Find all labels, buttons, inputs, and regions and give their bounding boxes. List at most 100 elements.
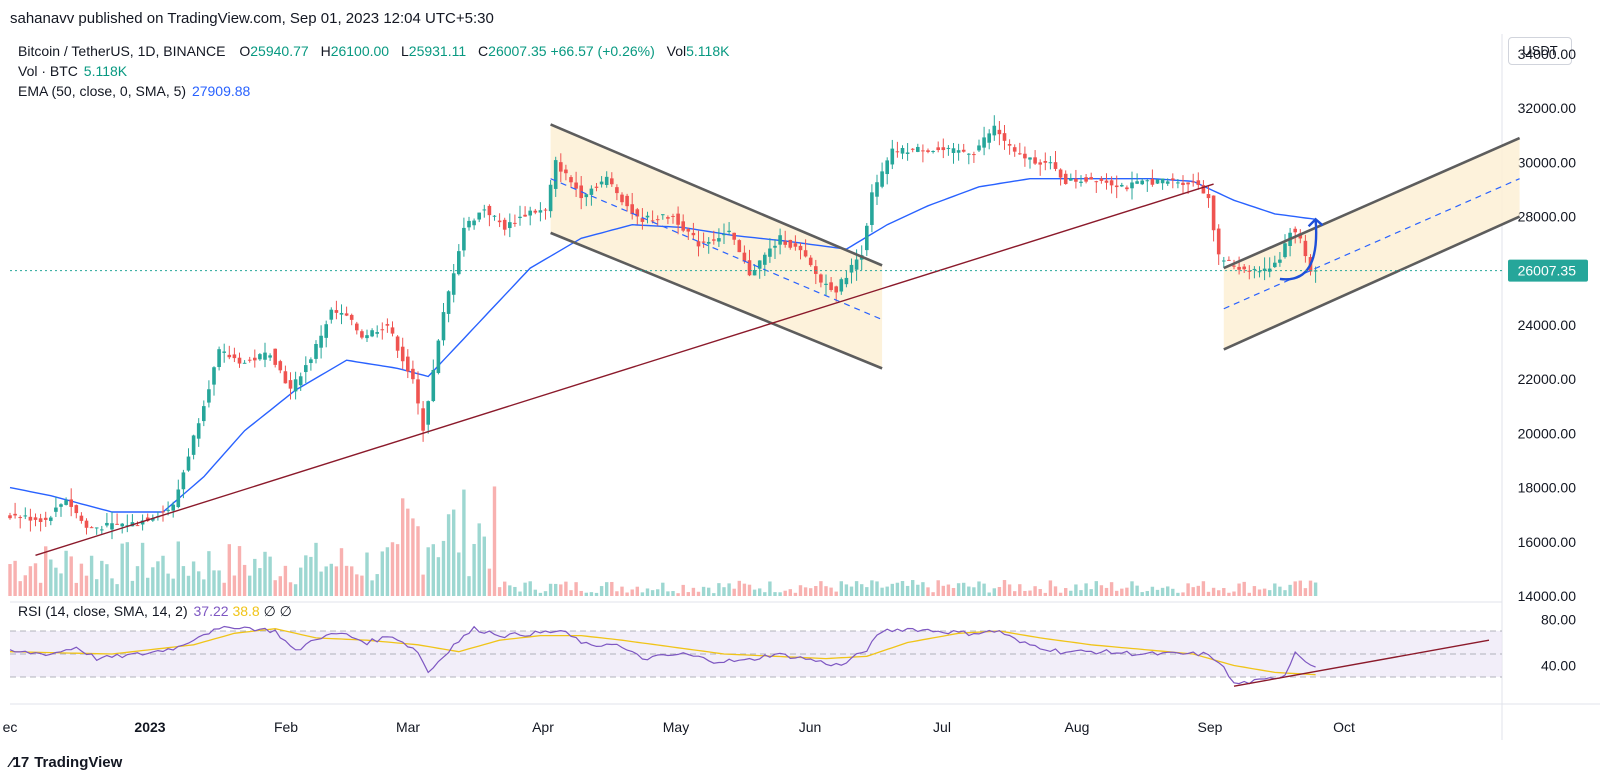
candle-body — [426, 401, 430, 425]
candle-body — [916, 146, 920, 152]
volume-bar — [997, 586, 1002, 596]
volume-bar — [712, 593, 716, 596]
candle-body — [487, 205, 492, 216]
volume-bar — [798, 585, 803, 596]
candle-body — [135, 525, 140, 527]
symbol-name[interactable]: Bitcoin / TetherUS, 1D, BINANCE — [18, 43, 226, 59]
volume-bar — [304, 555, 308, 596]
brand-footer[interactable]: ⁄17 TradingView — [10, 754, 122, 771]
candle-body — [1237, 266, 1241, 270]
volume-bar — [49, 559, 53, 596]
time-tick-label: 2023 — [134, 719, 165, 735]
volume-bar — [559, 584, 563, 596]
volume-bar — [38, 582, 43, 596]
vol-label: Vol — [666, 43, 687, 59]
volume-bar — [941, 585, 945, 596]
volume-bar — [237, 546, 242, 596]
candle-body — [732, 232, 736, 240]
candle-body — [951, 148, 956, 153]
volume-bar — [258, 568, 262, 596]
volume-bar — [1206, 591, 1211, 596]
candle-body — [492, 215, 497, 217]
candle-body — [1242, 266, 1246, 270]
volume-bar — [151, 567, 155, 596]
rsi-ma-line — [9, 628, 1316, 676]
candle-body — [451, 273, 456, 295]
volume-legend[interactable]: Vol · BTC 5.118K — [18, 63, 127, 79]
volume-bar — [1227, 592, 1231, 596]
volume-bar — [666, 591, 670, 596]
volume-bar — [309, 556, 313, 596]
candle-body — [865, 225, 869, 251]
currency-unit-button[interactable]: USDT — [1508, 37, 1572, 65]
volume-bar — [406, 508, 410, 596]
volume-bar — [890, 583, 894, 596]
volume-bar — [599, 586, 604, 596]
volume-bar — [227, 544, 231, 596]
candle-body — [921, 150, 925, 152]
candle-body — [1084, 177, 1088, 182]
candle-body — [992, 125, 997, 136]
candle-body — [298, 376, 303, 386]
candle-body — [145, 517, 150, 521]
candle-body — [380, 329, 385, 331]
rsi-legend[interactable]: RSI (14, close, SMA, 14, 2) 37.22 38.8 ∅… — [18, 603, 292, 620]
candle-body — [324, 324, 328, 338]
candle-body — [645, 215, 650, 218]
low-value: 25931.11 — [408, 43, 467, 59]
rsi-extra-icons[interactable]: ∅ ∅ — [263, 603, 292, 619]
last-price-badge — [1508, 259, 1588, 282]
volume-bar — [946, 584, 951, 596]
candle-body — [574, 182, 578, 189]
symbol-legend: Bitcoin / TetherUS, 1D, BINANCE O25940.7… — [18, 43, 729, 59]
candle-body — [900, 147, 905, 154]
candle-body — [8, 515, 12, 519]
volume-bar — [462, 489, 466, 596]
candle-body — [360, 331, 364, 338]
volume-bar — [110, 578, 114, 596]
candle-body — [1058, 169, 1063, 178]
volume-bar — [967, 586, 971, 596]
ema-label: EMA (50, close, 0, SMA, 5) — [18, 83, 187, 99]
candle-body — [834, 286, 838, 293]
candle-body — [212, 367, 216, 385]
volume-bar — [717, 583, 721, 596]
volume-bar — [1273, 583, 1277, 596]
volume-bar — [457, 552, 461, 596]
candle-body — [569, 177, 573, 183]
volume-bar — [1303, 588, 1308, 596]
candle-body — [1028, 157, 1032, 160]
volume-bar — [487, 568, 492, 596]
candle-body — [472, 220, 476, 226]
volume-bar — [584, 592, 588, 596]
candle-body — [100, 529, 104, 531]
volume-bar — [452, 509, 456, 596]
volume-bar — [1074, 584, 1078, 596]
candle-body — [824, 283, 828, 285]
candle-body — [1293, 228, 1297, 233]
volume-bar — [1181, 592, 1185, 596]
candle-body — [355, 323, 359, 331]
volume-bar — [278, 576, 282, 596]
last-price-label: 26007.35 — [1518, 263, 1577, 279]
rsi-trendline — [1233, 639, 1490, 687]
volume-bar — [533, 589, 537, 596]
volume-bar — [161, 555, 165, 596]
volume-bar — [645, 588, 650, 596]
candle-body — [538, 210, 543, 213]
volume-bar — [1038, 589, 1042, 596]
candle-body — [115, 523, 119, 525]
volume-bar — [951, 587, 956, 596]
volume-bar — [589, 592, 594, 596]
candle-body — [385, 324, 390, 326]
volume-bar — [615, 591, 619, 596]
candle-body — [757, 260, 762, 269]
change-value: +66.57 (+0.26%) — [550, 43, 655, 59]
candle-body — [870, 192, 874, 225]
volume-bar — [1104, 587, 1109, 596]
rsi-ma-value: 38.8 — [232, 603, 260, 619]
ema-legend[interactable]: EMA (50, close, 0, SMA, 5) 27909.88 — [18, 83, 250, 99]
time-tick-label: May — [663, 719, 689, 735]
candle-body — [564, 169, 568, 174]
